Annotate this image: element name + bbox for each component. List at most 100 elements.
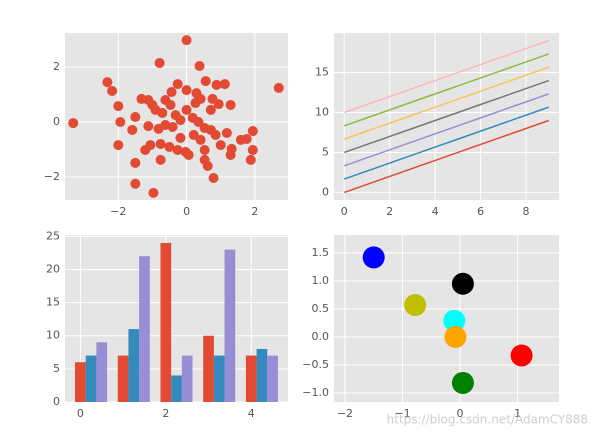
point — [194, 60, 205, 71]
point — [247, 145, 258, 156]
point — [113, 140, 124, 151]
y-tick-label: 10 — [315, 106, 329, 119]
y-tick-label: 25 — [46, 229, 60, 242]
bar — [85, 355, 97, 402]
x-tick-label: −2 — [337, 407, 353, 420]
bar — [203, 335, 214, 402]
line — [343, 53, 550, 127]
point — [165, 99, 176, 110]
bar — [245, 355, 257, 402]
line — [343, 79, 550, 154]
y-tick-label: 0 — [322, 185, 329, 198]
point — [181, 35, 192, 46]
y-tick-label: 15 — [315, 66, 329, 79]
point — [235, 134, 246, 145]
point — [219, 79, 230, 90]
y-tick-label: 10 — [46, 329, 60, 342]
point — [143, 121, 154, 132]
line — [343, 106, 550, 180]
point — [113, 101, 124, 112]
line — [343, 39, 550, 114]
bar — [171, 375, 182, 402]
point — [451, 272, 474, 295]
point — [188, 129, 199, 140]
bar — [96, 342, 108, 402]
bar — [267, 355, 278, 402]
y-tick-label: −1.0 — [302, 386, 329, 399]
point — [208, 173, 219, 184]
point — [245, 154, 256, 165]
y-tick-label: 15 — [46, 296, 60, 309]
point — [451, 371, 474, 394]
point — [150, 104, 161, 115]
bar — [160, 242, 172, 402]
x-tick-label: 2 — [386, 205, 393, 218]
bar — [117, 355, 129, 402]
point — [155, 154, 166, 165]
point — [444, 325, 467, 348]
point — [247, 126, 258, 137]
point — [68, 118, 79, 129]
point — [115, 116, 126, 127]
point — [510, 344, 533, 367]
line — [343, 93, 550, 167]
point — [148, 187, 159, 198]
point — [140, 145, 151, 156]
point — [211, 79, 222, 90]
y-tick-label: 5 — [53, 362, 60, 375]
y-tick-label: 1.5 — [312, 246, 330, 259]
x-tick-label: −1 — [394, 407, 410, 420]
y-tick-label: 0 — [53, 395, 60, 408]
bar — [213, 355, 225, 402]
y-tick-label: 0 — [53, 115, 60, 128]
point — [154, 57, 165, 68]
x-tick-label: 4 — [432, 205, 439, 218]
x-tick-label: 2 — [251, 205, 258, 218]
point — [172, 145, 183, 156]
x-tick-label: 0 — [341, 205, 348, 218]
y-tick-label: 0.5 — [312, 302, 330, 315]
y-tick-label: −0.5 — [302, 358, 329, 371]
y-tick-label: 5 — [322, 145, 329, 158]
point — [199, 145, 210, 156]
bar — [128, 329, 140, 402]
point — [160, 120, 171, 131]
bar — [181, 355, 193, 402]
point — [191, 88, 202, 99]
x-tick-label: 0 — [457, 407, 464, 420]
point — [215, 140, 226, 151]
point — [181, 85, 192, 96]
point — [130, 178, 141, 189]
point — [200, 76, 211, 87]
x-tick-label: −2 — [110, 205, 126, 218]
point — [164, 141, 175, 152]
point — [183, 149, 194, 160]
x-tick-label: 0 — [77, 407, 84, 420]
point — [172, 79, 183, 90]
line — [343, 119, 550, 194]
point — [221, 127, 232, 138]
y-tick-label: 20 — [46, 262, 60, 275]
point — [130, 112, 141, 123]
x-tick-label: 6 — [477, 205, 484, 218]
line — [343, 66, 550, 140]
y-tick-label: 2 — [53, 60, 60, 73]
point — [187, 112, 198, 123]
point — [155, 138, 166, 149]
point — [205, 104, 216, 115]
point — [362, 246, 385, 269]
point — [404, 294, 427, 317]
point — [225, 149, 236, 160]
bar — [256, 348, 268, 402]
x-tick-label: 4 — [248, 407, 255, 420]
point — [443, 309, 466, 332]
point — [130, 157, 141, 168]
x-tick-label: 2 — [162, 407, 169, 420]
point — [202, 160, 213, 171]
point — [273, 82, 284, 93]
watermark: https://blog.csdn.net/AdamCY888 — [387, 413, 588, 427]
point — [166, 87, 177, 98]
y-tick-label: −2 — [44, 170, 60, 183]
bar — [139, 256, 150, 402]
